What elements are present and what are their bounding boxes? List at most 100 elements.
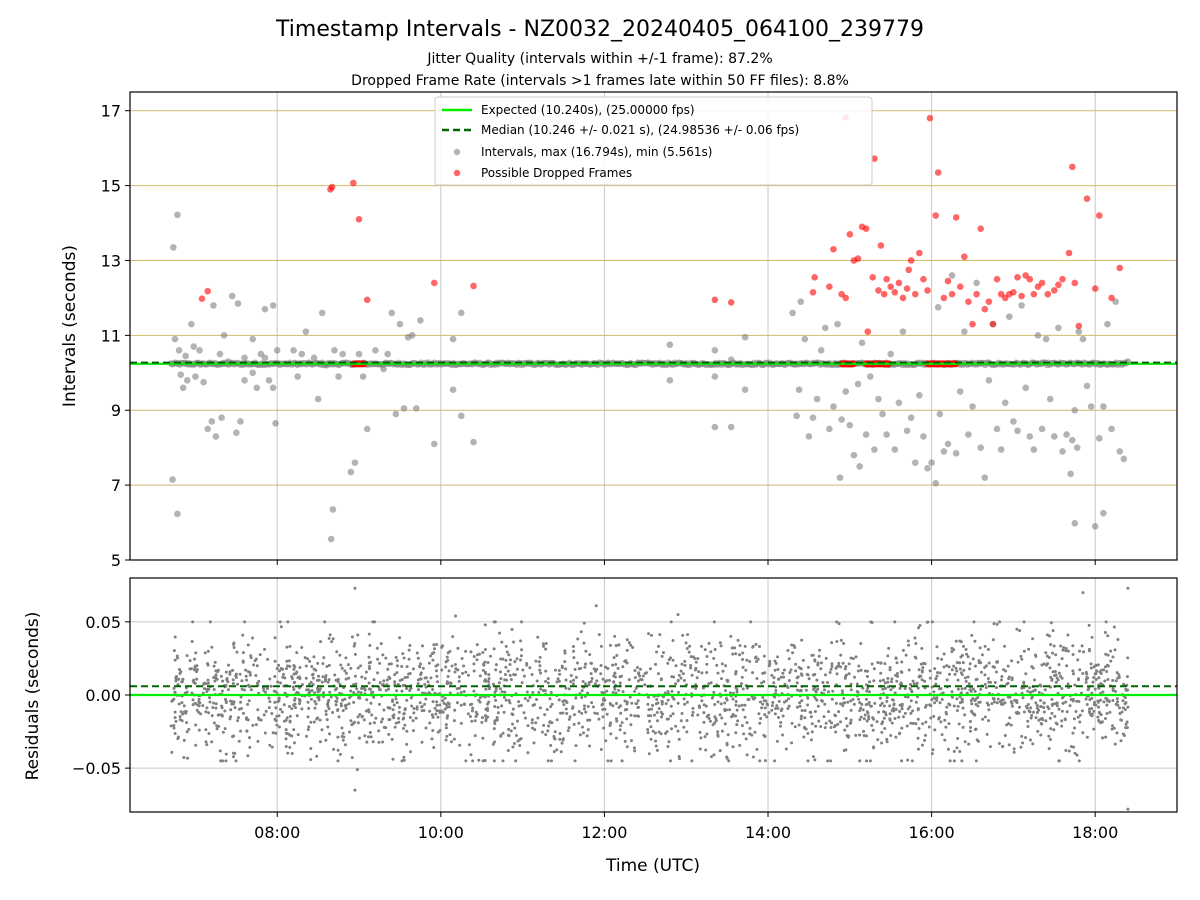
residual-point	[1087, 623, 1091, 627]
dropped-frame-point	[932, 212, 939, 219]
residual-point	[341, 698, 345, 702]
residual-point	[284, 737, 288, 741]
residual-point	[508, 701, 512, 705]
residual-point	[1032, 710, 1036, 714]
residual-point	[986, 719, 990, 723]
residual-point	[424, 676, 428, 680]
residual-point	[313, 691, 317, 695]
residual-point	[656, 672, 660, 676]
residual-point	[473, 719, 477, 723]
residual-point	[530, 718, 534, 722]
residual-point	[483, 660, 487, 664]
residual-point	[963, 713, 967, 717]
residual-point	[304, 664, 308, 668]
residual-point	[917, 668, 921, 672]
residual-point	[903, 711, 907, 715]
residual-point	[519, 639, 523, 643]
residual-point	[393, 680, 397, 684]
residual-point	[940, 733, 944, 737]
residual-point	[986, 677, 990, 681]
residual-point	[1031, 666, 1035, 670]
residual-point	[553, 730, 557, 734]
residual-point	[1111, 724, 1115, 728]
dropped-frame-point	[1091, 285, 1099, 292]
residual-point	[509, 677, 513, 681]
residual-point	[569, 673, 573, 677]
residual-point	[402, 656, 406, 660]
residual-point	[806, 665, 810, 669]
residual-point	[434, 669, 438, 673]
residual-point	[327, 678, 331, 682]
residual-point	[858, 701, 862, 705]
residual-point	[872, 679, 876, 683]
residual-point	[295, 714, 299, 718]
residual-point	[848, 721, 852, 725]
residual-point	[367, 655, 371, 659]
residual-point	[481, 651, 485, 655]
residual-point	[409, 696, 413, 700]
residual-point	[876, 661, 880, 665]
interval-point	[249, 369, 256, 377]
residual-point	[172, 686, 176, 690]
residual-point	[243, 620, 247, 624]
residual-point	[1010, 678, 1014, 682]
residual-point	[690, 673, 694, 677]
residual-point	[268, 700, 272, 704]
residual-point	[246, 643, 250, 647]
residual-point	[444, 665, 448, 669]
interval-point	[200, 378, 207, 386]
dropped-frame-point	[846, 230, 854, 238]
residual-point	[499, 734, 503, 738]
interval-point	[174, 510, 181, 518]
interval-point	[265, 376, 273, 384]
residual-point	[347, 730, 351, 734]
dropped-frame-point	[862, 225, 870, 232]
residual-point	[586, 704, 590, 708]
interval-point	[711, 423, 719, 431]
residual-point	[304, 676, 308, 680]
residual-point	[961, 706, 965, 710]
residual-point	[954, 666, 958, 670]
residual-point	[1055, 676, 1059, 680]
residual-point	[698, 706, 702, 710]
residual-point	[572, 656, 576, 660]
residual-point	[239, 695, 243, 699]
residual-point	[1112, 625, 1116, 629]
residual-point	[1022, 620, 1026, 624]
residual-point	[428, 721, 432, 725]
residual-point	[929, 716, 933, 720]
residual-point	[421, 691, 425, 695]
residual-point	[484, 719, 488, 723]
residual-point	[1066, 649, 1070, 653]
residual-point	[532, 741, 536, 745]
interval-point	[355, 350, 363, 358]
residual-point	[343, 704, 347, 708]
residual-point	[353, 674, 357, 678]
residual-point	[1117, 673, 1121, 677]
interval-point	[969, 403, 976, 410]
residual-point	[1003, 733, 1007, 737]
residual-point	[908, 686, 912, 690]
residual-point	[937, 716, 941, 720]
residual-point	[434, 712, 438, 716]
xtick-label: 14:00	[745, 823, 791, 842]
residual-point	[372, 678, 376, 682]
residual-point	[994, 670, 998, 674]
residual-point	[776, 715, 780, 719]
residual-point	[638, 674, 642, 678]
residual-point	[718, 713, 722, 717]
residual-point	[208, 700, 212, 704]
xtick-label: 16:00	[909, 823, 955, 842]
residual-point	[646, 714, 650, 718]
residual-point	[1075, 753, 1079, 757]
residual-point	[1057, 671, 1061, 675]
residual-point	[892, 709, 896, 713]
residual-point	[794, 662, 798, 666]
residual-point	[942, 652, 946, 656]
residual-point	[770, 708, 774, 712]
residual-point	[575, 661, 579, 665]
residual-point	[627, 641, 631, 645]
residual-point	[773, 659, 777, 663]
residual-point	[966, 675, 970, 679]
residual-point	[895, 661, 899, 665]
